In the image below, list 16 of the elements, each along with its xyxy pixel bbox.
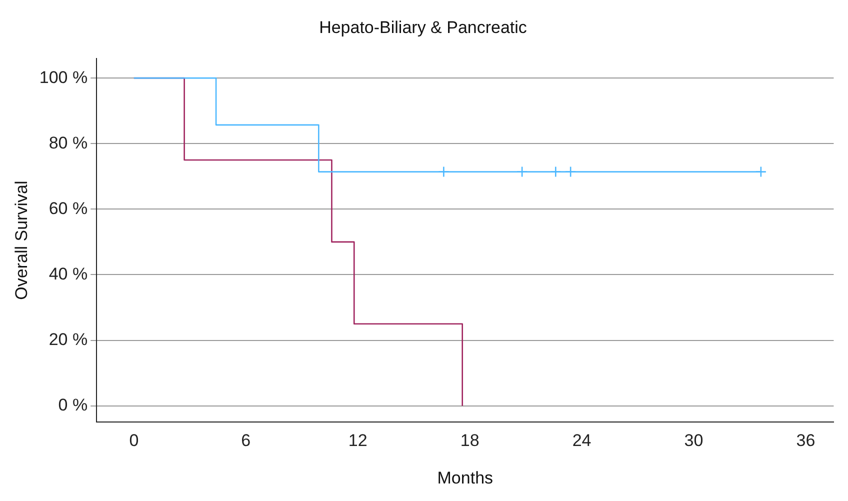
y-tick-label: 60 %: [48, 198, 88, 218]
chart-title: Hepato-Biliary & Pancreatic: [319, 18, 528, 37]
x-tick-label: 24: [572, 431, 592, 450]
y-axis-title: Overall Survival: [12, 180, 31, 300]
x-tick-label: 0: [129, 431, 139, 450]
x-axis-title: Months: [437, 468, 494, 488]
y-tick-label: 80 %: [48, 133, 88, 152]
y-tick-label: 20 %: [48, 330, 88, 349]
x-tick-label: 12: [348, 431, 368, 450]
x-tick-label: 18: [460, 431, 480, 450]
x-tick-label: 30: [684, 431, 704, 450]
x-tick-label: 6: [241, 431, 251, 450]
x-tick-label: 36: [796, 431, 816, 450]
y-tick-label: 40 %: [48, 264, 88, 284]
y-tick-label: 100 %: [39, 68, 88, 87]
y-tick-label: 0 %: [58, 396, 88, 414]
